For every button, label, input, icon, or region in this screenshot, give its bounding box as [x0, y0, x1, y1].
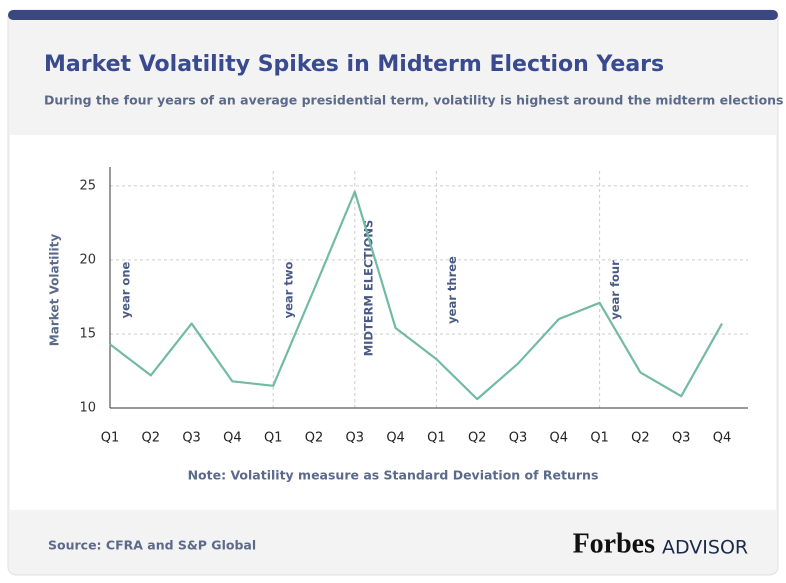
x-tick-label: Q4: [713, 431, 732, 446]
annotation: year two: [282, 262, 296, 319]
y-tick-label: 25: [79, 178, 96, 193]
y-axis-label: Market Volatility: [48, 234, 62, 347]
x-tick-label: Q4: [550, 431, 569, 446]
annotation: year four: [608, 260, 622, 320]
x-tick-label: Q2: [631, 431, 650, 446]
x-tick-label: Q1: [590, 431, 609, 446]
data-line: [109, 190, 723, 401]
brand: Forbes: [573, 528, 656, 559]
x-tick-label: Q2: [142, 431, 161, 446]
y-tick-label: 20: [79, 252, 96, 267]
x-tick-label: Q3: [182, 431, 201, 446]
brand-suffix: ADVISOR: [662, 537, 748, 559]
top-bar: [8, 10, 778, 20]
x-tick-label: Q3: [672, 431, 691, 446]
x-tick-label: Q2: [305, 431, 324, 446]
y-tick-label: 10: [79, 401, 96, 416]
x-tick-label: Q4: [223, 431, 242, 446]
x-tick-label: Q1: [264, 431, 283, 446]
x-tick-label: Q4: [386, 431, 405, 446]
annotation: MIDTERM ELECTIONS: [361, 220, 375, 357]
x-tick-label: Q3: [346, 431, 365, 446]
note: Note: Volatility measure as Standard Dev…: [188, 468, 599, 483]
x-tick-label: Q1: [427, 431, 446, 446]
annotation: year three: [445, 256, 459, 324]
source: Source: CFRA and S&P Global: [48, 538, 256, 553]
annotation: year one: [119, 261, 133, 318]
x-tick-label: Q2: [468, 431, 487, 446]
x-tick-label: Q1: [101, 431, 120, 446]
chart-title: Market Volatility Spikes in Midterm Elec…: [44, 52, 664, 77]
x-tick-label: Q3: [509, 431, 528, 446]
y-tick-label: 15: [79, 326, 96, 341]
chart-subtitle: During the four years of an average pres…: [44, 93, 784, 108]
